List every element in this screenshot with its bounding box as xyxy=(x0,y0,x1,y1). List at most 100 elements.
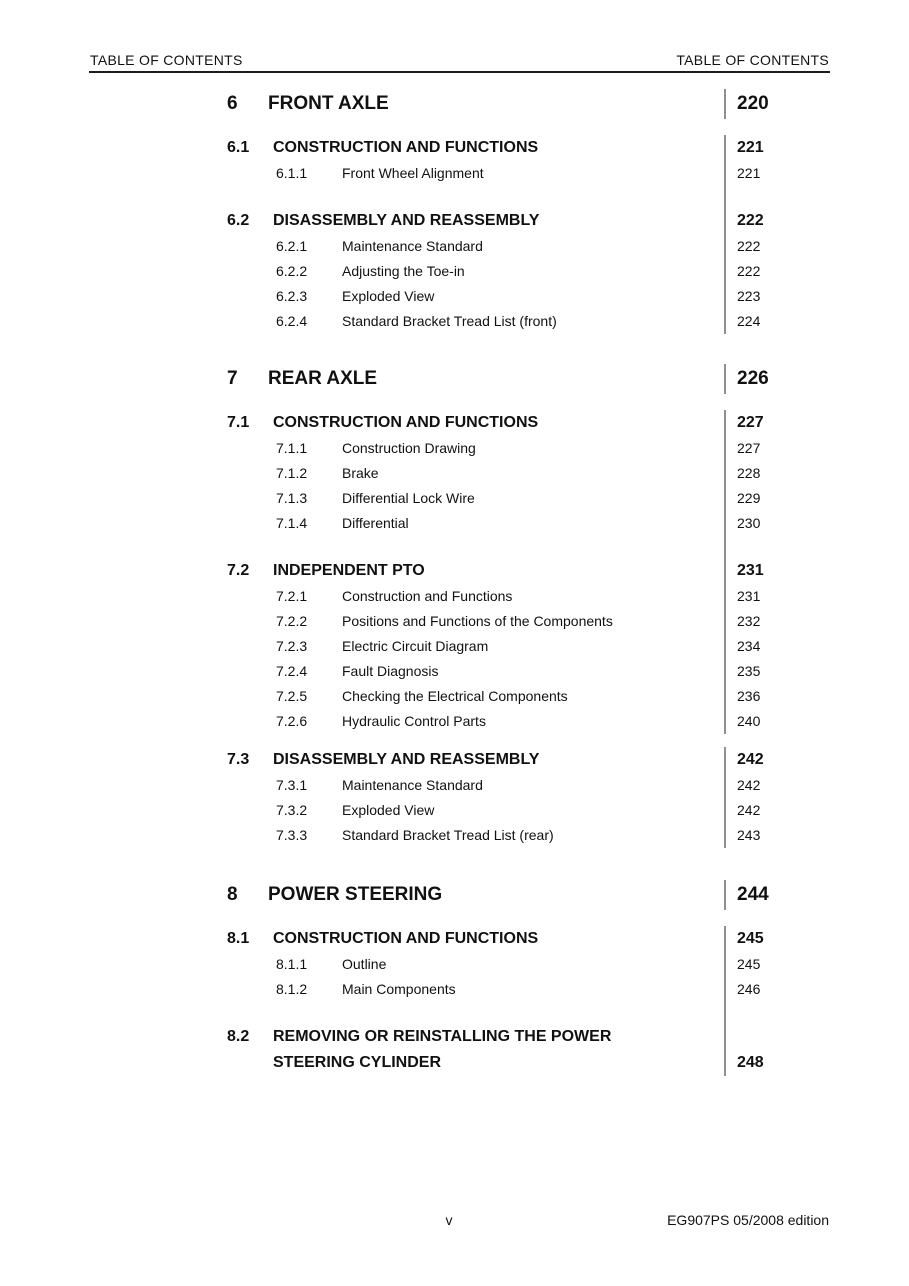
toc-section-row: 8.2 REMOVING OR REINSTALLING THE POWER STE… xyxy=(227,1002,830,1076)
item-page-number: 229 xyxy=(724,486,830,511)
item-page-number: 235 xyxy=(724,659,830,684)
toc-item-row: 7.3.3 Standard Bracket Tread List (rear) 2… xyxy=(227,823,830,848)
item-page-number: 234 xyxy=(724,634,830,659)
section-page-number: 227 xyxy=(724,410,830,436)
page-number-value: 231 xyxy=(737,562,764,579)
item-title: Construction Drawing xyxy=(342,440,476,456)
section-title: DISASSEMBLY AND REASSEMBLY xyxy=(273,212,540,229)
section-page-number: 242 xyxy=(724,747,830,773)
page-number-value: 232 xyxy=(737,613,761,629)
toc-item-row: 7.2.3 Electric Circuit Diagram 234 xyxy=(227,634,830,659)
section-title: DISASSEMBLY AND REASSEMBLY xyxy=(273,751,540,768)
toc-chapter-row: 7 REAR AXLE 226 xyxy=(227,364,830,394)
toc-item-row: 7.1.3 Differential Lock Wire 229 xyxy=(227,486,830,511)
chapter-number: 7 xyxy=(227,368,238,389)
item-title: Maintenance Standard xyxy=(342,777,483,793)
item-page-number: 240 xyxy=(724,709,830,734)
toc-item-row: 8.1.2 Main Components 246 xyxy=(227,977,830,1002)
chapter-number: 6 xyxy=(227,93,238,114)
item-number: 7.1.3 xyxy=(276,490,308,506)
item-page-number: 236 xyxy=(724,684,830,709)
page-number-value: 231 xyxy=(737,588,761,604)
toc-item-row: 7.2.6 Hydraulic Control Parts 240 xyxy=(227,709,830,734)
item-title: Maintenance Standard xyxy=(342,238,483,254)
section-page-number: 248 xyxy=(724,1002,830,1076)
toc-section-row: 6.1 CONSTRUCTION AND FUNCTIONS 221 xyxy=(227,135,830,161)
item-number: 6.2.4 xyxy=(276,313,308,329)
toc-item-row: 7.2.2 Positions and Functions of the Comp… xyxy=(227,609,830,634)
chapter-title: POWER STEERING xyxy=(268,884,443,905)
toc-section-row: 8.1 CONSTRUCTION AND FUNCTIONS 245 xyxy=(227,926,830,952)
toc-item-row: 7.3.1 Maintenance Standard 242 xyxy=(227,773,830,798)
item-title: Checking the Electrical Components xyxy=(342,688,568,704)
toc-chapter-row: 8 POWER STEERING 244 xyxy=(227,880,830,910)
section-page-number: 231 xyxy=(724,536,830,584)
toc-section-row: 7.2 INDEPENDENT PTO 231 xyxy=(227,536,830,584)
running-header-right: TABLE OF CONTENTS xyxy=(676,52,829,68)
item-number: 8.1.2 xyxy=(276,981,308,997)
section-title-line: REMOVING OR REINSTALLING THE POWER xyxy=(273,1028,612,1045)
item-page-number: 222 xyxy=(724,259,830,284)
item-page-number: 242 xyxy=(724,798,830,823)
item-title: Hydraulic Control Parts xyxy=(342,713,486,729)
item-page-number: 245 xyxy=(724,952,830,977)
item-title: Differential Lock Wire xyxy=(342,490,475,506)
page-number-value: 245 xyxy=(737,956,761,972)
item-page-number: 246 xyxy=(724,977,830,1002)
item-number: 7.1.2 xyxy=(276,465,308,481)
item-title: Exploded View xyxy=(342,288,435,304)
header-rule xyxy=(89,71,830,73)
item-number: 7.2.3 xyxy=(276,638,308,654)
item-number: 7.2.5 xyxy=(276,688,308,704)
section-number: 7.1 xyxy=(227,414,250,431)
item-number: 7.3.1 xyxy=(276,777,308,793)
item-title: Standard Bracket Tread List (rear) xyxy=(342,827,554,843)
chapter-page-number: 244 xyxy=(724,880,830,910)
item-title: Exploded View xyxy=(342,802,435,818)
item-title: Brake xyxy=(342,465,379,481)
chapter-title: REAR AXLE xyxy=(268,368,378,389)
page-number-value: 244 xyxy=(737,884,769,905)
section-title: CONSTRUCTION AND FUNCTIONS xyxy=(273,414,539,431)
chapter-title: FRONT AXLE xyxy=(268,93,389,114)
item-number: 7.3.3 xyxy=(276,827,308,843)
section-title: CONSTRUCTION AND FUNCTIONS xyxy=(273,930,539,947)
section-number: 6.1 xyxy=(227,139,250,156)
toc-item-row: 7.1.2 Brake 228 xyxy=(227,461,830,486)
section-page-number: 222 xyxy=(724,186,830,234)
page-number-value: 221 xyxy=(737,165,761,181)
page-number-value: 236 xyxy=(737,688,761,704)
item-page-number: 223 xyxy=(724,284,830,309)
section-title: CONSTRUCTION AND FUNCTIONS xyxy=(273,139,539,156)
toc-item-row: 6.2.1 Maintenance Standard 222 xyxy=(227,234,830,259)
page-number-value: 228 xyxy=(737,465,761,481)
item-page-number: 230 xyxy=(724,511,830,536)
page-number-value: 220 xyxy=(737,93,769,114)
toc-chapter-row: 6 FRONT AXLE 220 xyxy=(227,89,830,119)
toc-section-row: 7.3 DISASSEMBLY AND REASSEMBLY 242 xyxy=(227,747,830,773)
item-number: 6.1.1 xyxy=(276,165,308,181)
page-number-value: 243 xyxy=(737,827,761,843)
page-number-value: 230 xyxy=(737,515,761,531)
item-page-number: 221 xyxy=(724,161,830,186)
chapter-number: 8 xyxy=(227,884,238,905)
footer-page-number: v xyxy=(445,1212,453,1228)
page-number-value: 226 xyxy=(737,368,769,389)
page-number-value: 246 xyxy=(737,981,761,997)
item-title: Front Wheel Alignment xyxy=(342,165,484,181)
toc-section-row: 7.1 CONSTRUCTION AND FUNCTIONS 227 xyxy=(227,410,830,436)
section-title-line: STEERING CYLINDER xyxy=(273,1054,442,1071)
item-title: Positions and Functions of the Component… xyxy=(342,613,613,629)
item-number: 7.2.6 xyxy=(276,713,308,729)
item-number: 7.3.2 xyxy=(276,802,308,818)
chapter-page-number: 226 xyxy=(724,364,830,394)
running-header-left: TABLE OF CONTENTS xyxy=(90,52,243,68)
toc-item-row: 7.1.4 Differential 230 xyxy=(227,511,830,536)
item-number: 7.1.4 xyxy=(276,515,308,531)
page-number-value: 229 xyxy=(737,490,761,506)
item-title: Adjusting the Toe-in xyxy=(342,263,465,279)
footer-edition: EG907PS 05/2008 edition xyxy=(667,1212,829,1228)
item-page-number: 228 xyxy=(724,461,830,486)
page-number-value: 221 xyxy=(737,139,764,156)
toc-item-row: 7.1.1 Construction Drawing 227 xyxy=(227,436,830,461)
